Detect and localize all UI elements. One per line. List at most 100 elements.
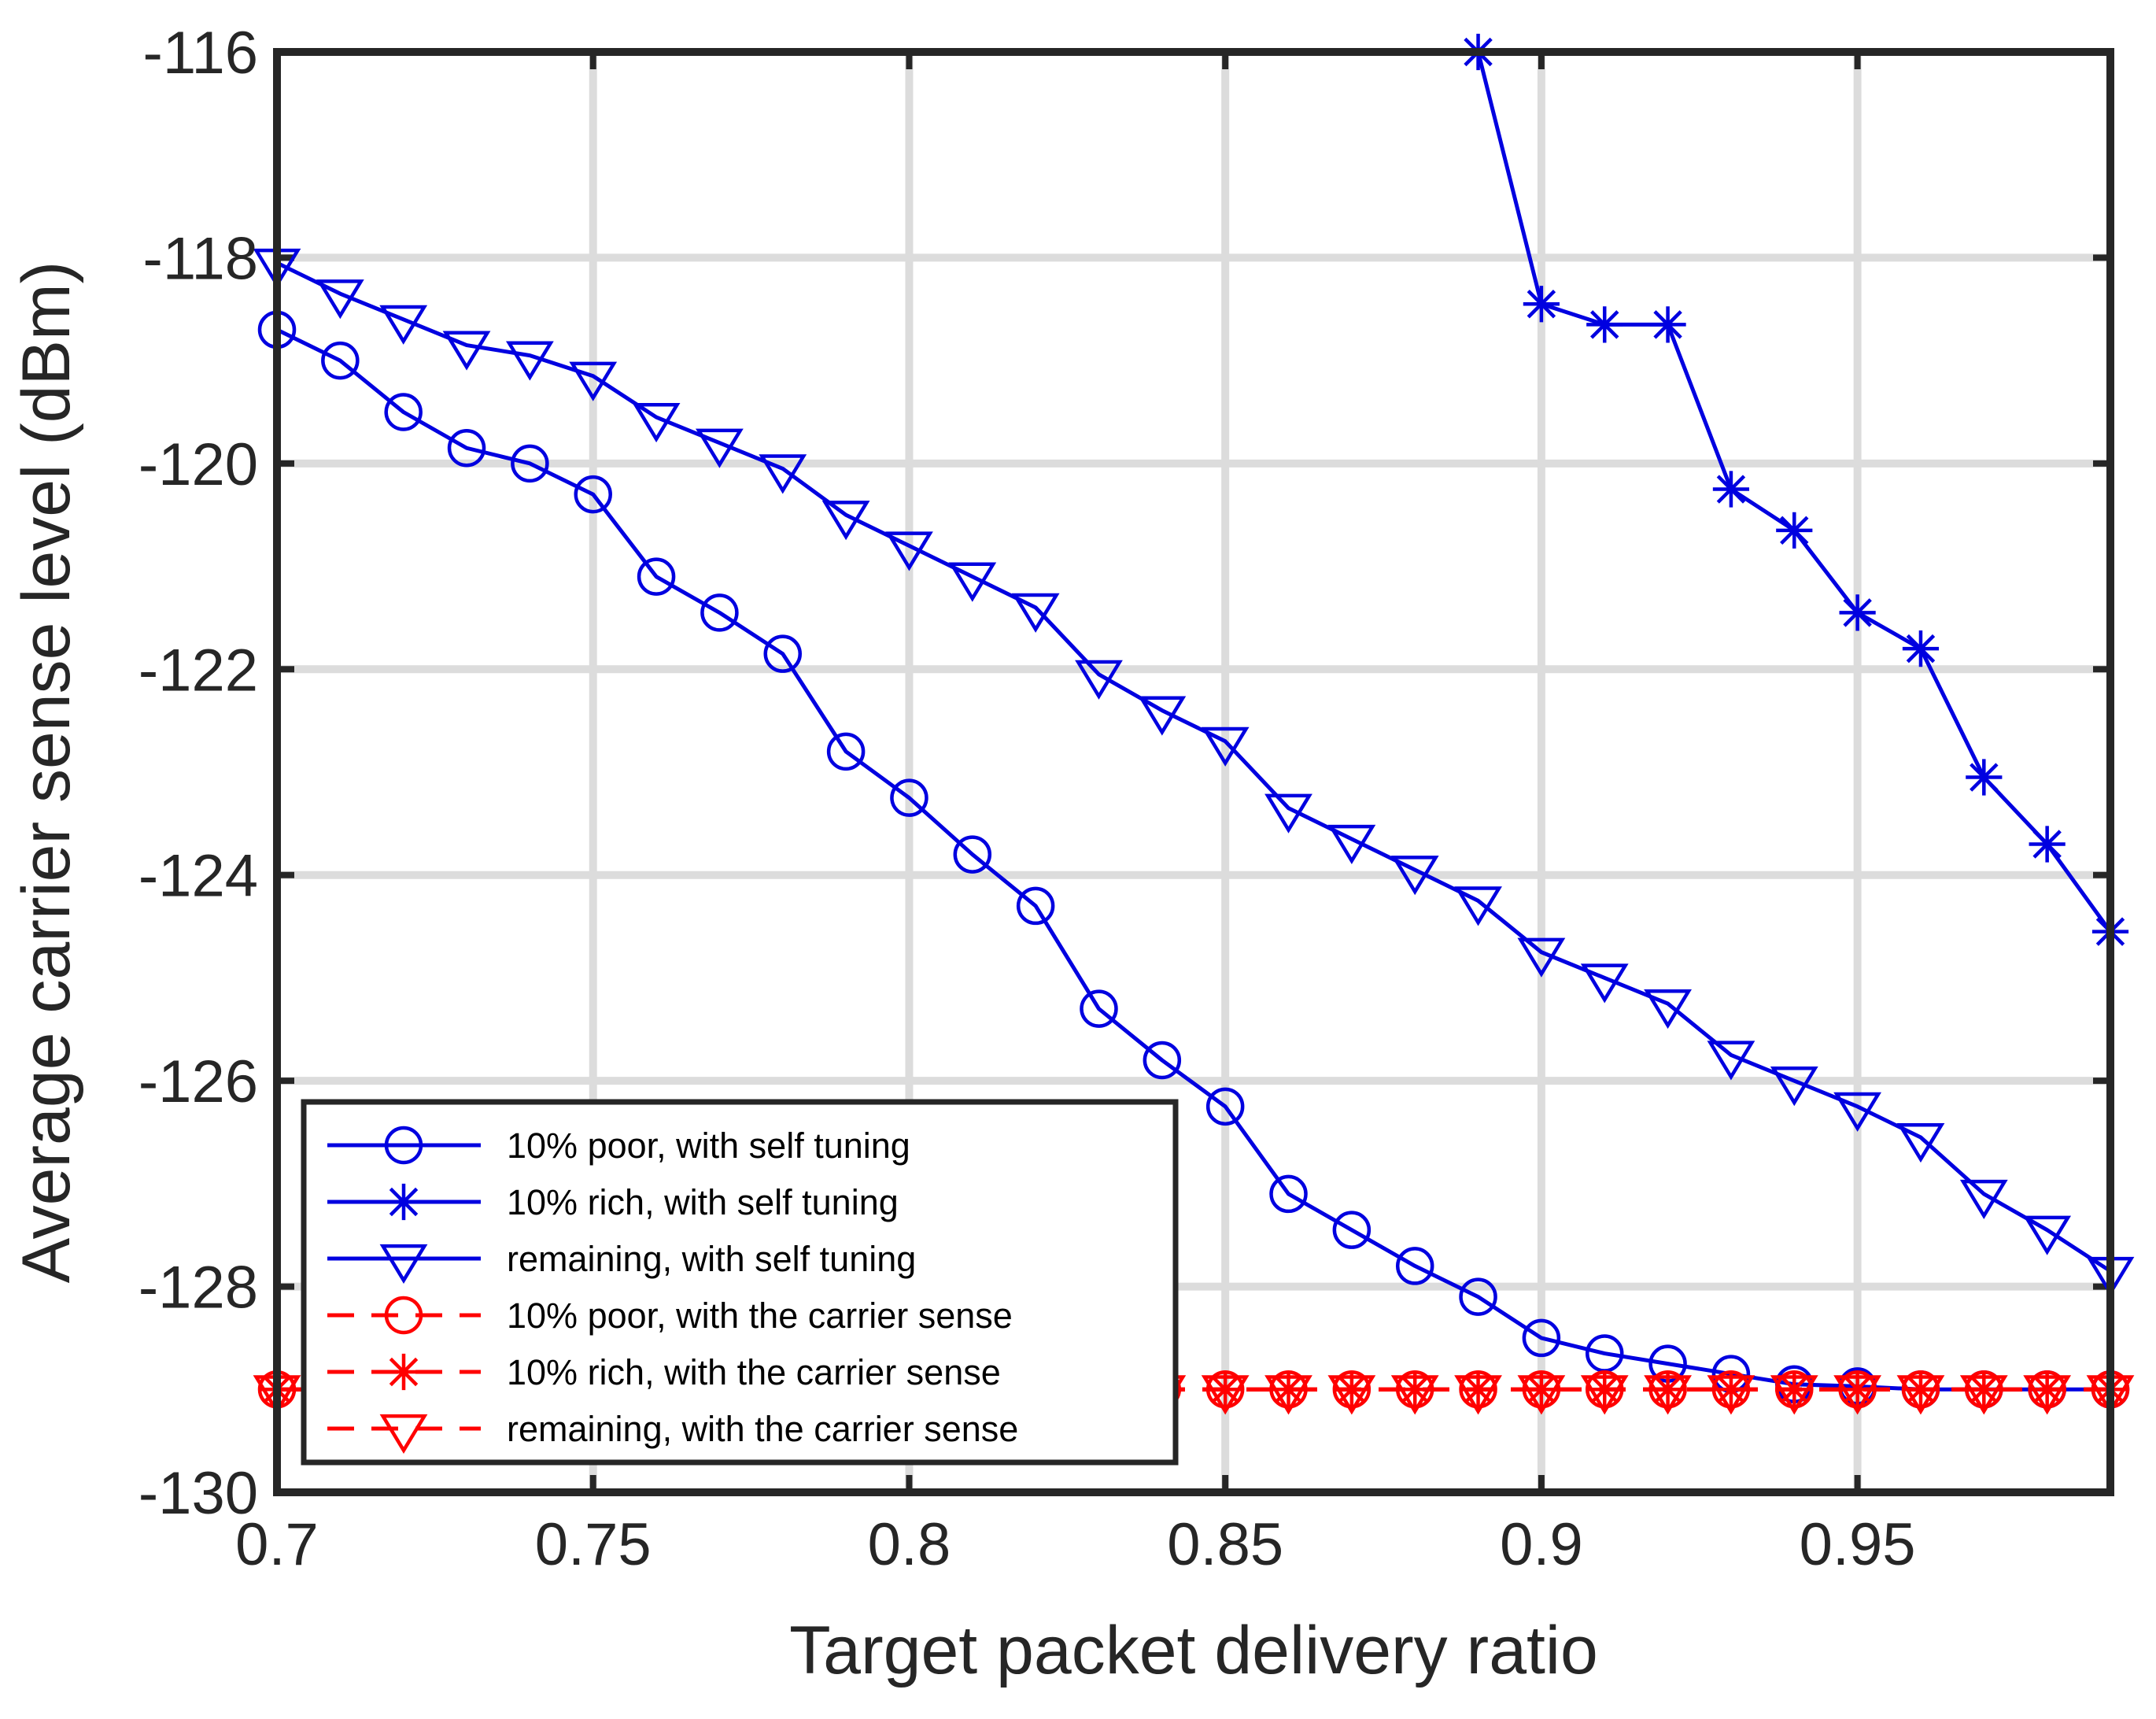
series-0-point-8	[763, 634, 803, 673]
series-2-point-26	[1896, 1122, 1945, 1163]
legend-marker-5	[379, 1414, 428, 1455]
series-2-point-25	[1833, 1092, 1882, 1132]
x-tick-label-4: 0.9	[1500, 1511, 1583, 1578]
series-0-point-11	[953, 835, 992, 874]
y-tick-label-0: -130	[138, 1460, 258, 1527]
x-axis-title: Target packet delivery ratio	[789, 1613, 1598, 1688]
legend-label-0: 10% poor, with self tuning	[507, 1126, 910, 1166]
series-5-point-21	[1580, 1375, 1629, 1415]
series-2-point-8	[759, 454, 807, 494]
legend-label-1: 10% rich, with self tuning	[507, 1182, 899, 1222]
grid-lines	[277, 52, 2110, 1492]
series-2	[253, 248, 2135, 1297]
series-0-point-18	[1395, 1247, 1434, 1285]
legend: 10% poor, with self tuning 10% rich, with…	[301, 1099, 1179, 1466]
series-2-point-19	[1454, 886, 1502, 926]
series-1-point-9	[2029, 826, 2066, 863]
series-2-point-1	[316, 279, 364, 320]
series-0-point-17	[1332, 1211, 1371, 1249]
legend-label-5: remaining, with the carrier sense	[507, 1409, 1018, 1449]
legend-marker-2	[379, 1244, 428, 1285]
x-tick-label-3: 0.85	[1167, 1511, 1283, 1578]
series-5-point-28	[2023, 1375, 2072, 1415]
series-2-point-9	[821, 501, 870, 541]
series-2-point-2	[379, 305, 428, 345]
series-4-point-25	[1839, 1371, 1876, 1408]
y-tick-label-1: -128	[138, 1255, 258, 1322]
series-0-point-12	[1016, 886, 1055, 926]
series-0-point-16	[1269, 1174, 1308, 1214]
series-0-point-4	[511, 444, 549, 483]
legend-item-2: remaining, with self tuning	[327, 1239, 916, 1285]
series-2-point-5	[569, 361, 618, 401]
x-tick-label-2: 0.8	[868, 1511, 951, 1578]
series-2-point-17	[1327, 824, 1376, 865]
series-1-point-7	[1902, 630, 1940, 667]
series-0-point-20	[1522, 1318, 1561, 1358]
series-2-point-23	[1707, 1041, 1755, 1081]
series-1-point-3	[1649, 306, 1686, 343]
series-0-point-14	[1143, 1041, 1182, 1080]
y-tick-label-3: -124	[138, 843, 258, 910]
series-0-point-19	[1459, 1277, 1497, 1316]
x-tick-label-1: 0.75	[535, 1511, 652, 1578]
series-1-point-6	[1839, 594, 1876, 631]
series-2-point-27	[1959, 1179, 2008, 1219]
series-5-point-24	[1770, 1375, 1818, 1415]
legend-item-4: 10% rich, with the carrier sense	[327, 1352, 1001, 1392]
series-5-point-16	[1264, 1375, 1312, 1415]
series-2-point-21	[1580, 963, 1629, 1004]
series-0-point-1	[321, 341, 360, 380]
y-tick-label-4: -122	[138, 637, 258, 704]
series-2-point-18	[1390, 856, 1439, 896]
series-4-point-20	[1523, 1371, 1560, 1408]
y-tick-label-5: -120	[138, 431, 258, 498]
series-1-point-8	[1966, 759, 2003, 796]
legend-item-1: 10% rich, with self tuning	[327, 1182, 899, 1222]
series-5-point-15	[1201, 1375, 1250, 1415]
series-line-0	[275, 327, 2110, 1392]
series-1-point-4	[1712, 471, 1750, 508]
series-0-point-3	[447, 429, 486, 468]
series-0-point-10	[890, 778, 928, 817]
legend-item-0: 10% poor, with self tuning	[327, 1126, 910, 1166]
legend-box	[301, 1099, 1179, 1466]
series-5-point-27	[1959, 1375, 2008, 1415]
y-tick-label-2: -126	[138, 1048, 258, 1115]
series-2-point-22	[1644, 989, 1692, 1030]
series-1-point-2	[1586, 306, 1623, 343]
series-0-point-6	[637, 557, 676, 596]
series-2-point-13	[1075, 660, 1123, 700]
series-0-point-9	[826, 732, 866, 771]
series-2-point-3	[442, 331, 491, 371]
series-2-point-14	[1138, 696, 1187, 736]
x-tick-label-0: 0.7	[235, 1511, 319, 1578]
legend-marker-3	[384, 1296, 423, 1335]
series-0	[257, 310, 2130, 1409]
series-2-point-7	[696, 428, 744, 468]
series-2-point-11	[948, 562, 997, 602]
series-0-point-2	[384, 393, 423, 431]
series-4-point-16	[1270, 1371, 1307, 1408]
series-5-point-20	[1517, 1375, 1566, 1415]
series-2-point-12	[1011, 593, 1060, 633]
series-5-point-26	[1896, 1375, 1945, 1415]
series-5-point-17	[1327, 1375, 1376, 1415]
series-4-point-23	[1712, 1371, 1750, 1408]
plot-area-frame	[273, 48, 2114, 1496]
series-0-point-15	[1205, 1087, 1245, 1126]
series-2-point-4	[505, 341, 554, 381]
legend-marker-4	[385, 1353, 423, 1391]
series-1-point-1	[1523, 286, 1560, 323]
series-2-point-15	[1201, 726, 1250, 767]
series-5-point-19	[1454, 1375, 1502, 1415]
series-2-point-24	[1770, 1067, 1818, 1107]
series-5-point-25	[1833, 1375, 1882, 1415]
series-5-point-23	[1707, 1375, 1755, 1415]
legend-label-2: remaining, with self tuning	[507, 1239, 916, 1279]
series-1-point-5	[1776, 512, 1813, 549]
legend-item-3: 10% poor, with the carrier sense	[327, 1296, 1013, 1336]
legend-marker-1	[385, 1183, 423, 1221]
series-4-point-18	[1397, 1371, 1434, 1408]
